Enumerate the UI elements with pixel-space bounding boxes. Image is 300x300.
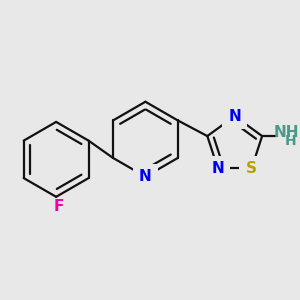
Text: N: N	[212, 161, 224, 176]
Text: N: N	[228, 109, 241, 124]
Text: NH: NH	[274, 125, 299, 140]
Text: F: F	[54, 200, 64, 214]
Text: H: H	[285, 134, 297, 148]
Text: N: N	[139, 169, 152, 184]
Text: S: S	[246, 161, 257, 176]
